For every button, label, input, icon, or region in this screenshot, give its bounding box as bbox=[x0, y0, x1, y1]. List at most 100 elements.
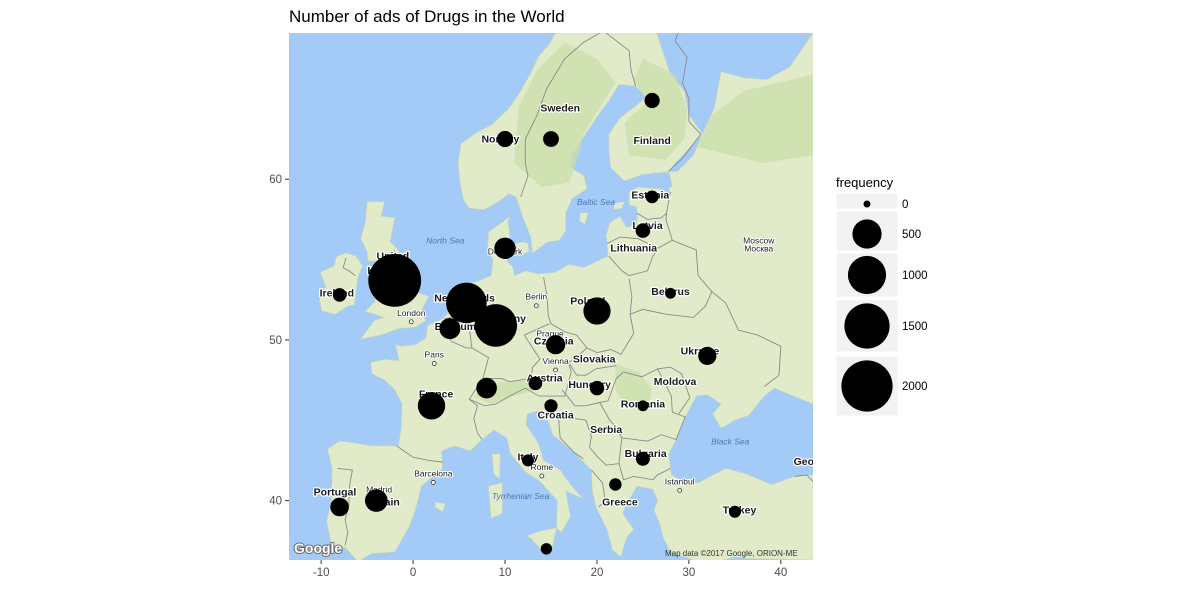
data-point bbox=[644, 92, 660, 109]
city-label: Paris bbox=[425, 350, 444, 360]
legend-entry: 0 bbox=[835, 192, 908, 211]
legend-entry: 1000 bbox=[835, 252, 928, 298]
data-point bbox=[476, 377, 497, 399]
data-point bbox=[417, 392, 446, 420]
city-label: Vienna bbox=[542, 356, 569, 366]
google-logo: Google bbox=[294, 540, 342, 556]
border-baltics bbox=[608, 192, 673, 277]
border-belarus bbox=[628, 239, 713, 318]
data-point bbox=[609, 478, 622, 491]
data-point bbox=[496, 130, 514, 148]
data-point bbox=[540, 543, 553, 555]
city-label: Москва bbox=[744, 244, 773, 254]
data-point bbox=[332, 288, 347, 302]
legend-symbol bbox=[847, 255, 887, 295]
data-point bbox=[637, 400, 649, 412]
data-point bbox=[665, 287, 676, 299]
city-label: Rome bbox=[530, 462, 553, 472]
data-point bbox=[544, 399, 558, 413]
city-marker bbox=[553, 367, 558, 373]
legend-entry: 1500 bbox=[835, 299, 928, 353]
country-label: Serbia bbox=[590, 424, 622, 436]
city-marker bbox=[431, 361, 437, 366]
border-czech-slovakia bbox=[568, 347, 588, 363]
border-russia-ukraine bbox=[711, 291, 782, 387]
border-finland-russia bbox=[668, 33, 702, 172]
data-point bbox=[698, 346, 717, 365]
city-marker bbox=[430, 480, 436, 485]
border-poland-west bbox=[543, 277, 635, 355]
border-greece-albania bbox=[591, 469, 606, 508]
gotland bbox=[579, 212, 589, 225]
data-point bbox=[368, 254, 422, 307]
country-label: Hungary bbox=[568, 379, 611, 391]
data-point bbox=[365, 489, 388, 512]
city-label: London bbox=[397, 308, 426, 318]
border-turkey-georgia bbox=[794, 474, 813, 482]
legend-label: 1000 bbox=[902, 270, 928, 282]
x-axis: -10 0 10 20 30 40 bbox=[313, 560, 787, 579]
country-label: Croatia bbox=[538, 410, 574, 422]
border-sweden-finland bbox=[605, 33, 637, 87]
border-swiss-italy-austria bbox=[469, 362, 617, 407]
city-label: Moscow bbox=[743, 235, 775, 245]
city-marker bbox=[533, 303, 539, 309]
border-estonia-latvia bbox=[636, 212, 668, 220]
border-spain-france bbox=[396, 445, 443, 463]
data-point bbox=[439, 318, 461, 340]
data-point bbox=[589, 380, 605, 396]
data-point bbox=[474, 304, 518, 347]
data-point bbox=[543, 131, 559, 147]
data-point bbox=[583, 297, 611, 325]
country-label: Geo bbox=[794, 456, 814, 468]
x-tick-label: -10 bbox=[313, 567, 330, 579]
data-point bbox=[645, 190, 659, 204]
data-point bbox=[528, 376, 543, 391]
carpathian-forest bbox=[615, 364, 653, 411]
border-ni-ireland bbox=[342, 257, 356, 276]
city-marker bbox=[677, 488, 683, 493]
city-marker bbox=[408, 319, 414, 325]
ireland bbox=[318, 252, 363, 315]
y-tick-label: 50 bbox=[269, 335, 282, 347]
country-label: Moldova bbox=[654, 376, 697, 388]
alps-forest bbox=[472, 380, 542, 405]
chart-title: Number of ads of Drugs in the World bbox=[289, 7, 565, 26]
data-point bbox=[635, 223, 651, 238]
legend-symbol bbox=[844, 303, 890, 349]
sardinia bbox=[488, 482, 503, 519]
data-point bbox=[522, 454, 534, 467]
legend-label: 2000 bbox=[902, 381, 928, 393]
country-label: Slovakia bbox=[573, 353, 616, 365]
x-tick-label: 0 bbox=[410, 567, 416, 579]
country-label: Sweden bbox=[540, 103, 580, 115]
data-point bbox=[635, 451, 650, 466]
sea-label: North Sea bbox=[426, 235, 465, 245]
x-tick-label: 40 bbox=[774, 567, 787, 579]
border-spain-portugal bbox=[337, 467, 353, 546]
border-bosnia bbox=[557, 416, 584, 460]
corsica bbox=[491, 453, 501, 479]
data-point bbox=[546, 335, 566, 355]
y-tick-label: 40 bbox=[269, 496, 282, 508]
data-point bbox=[728, 505, 741, 518]
legend-entry: 500 bbox=[835, 210, 921, 252]
city-label: Istanbul bbox=[665, 476, 695, 486]
y-tick-label: 60 bbox=[269, 174, 282, 186]
sea-label: Baltic Sea bbox=[577, 197, 616, 207]
border-bulgaria-serbia bbox=[618, 437, 623, 464]
country-label: Portugal bbox=[314, 487, 357, 499]
map-attribution: Map data ©2017 Google, ORION-ME bbox=[665, 549, 798, 558]
legend: frequency 0 500 1000 1500 2000 bbox=[835, 175, 928, 417]
legend-entry: 2000 bbox=[835, 355, 928, 417]
country-label: Finland bbox=[633, 135, 670, 147]
saaremaa bbox=[613, 201, 625, 211]
legend-symbol bbox=[841, 360, 893, 412]
city-label: Berlin bbox=[525, 292, 547, 302]
country-label: Greece bbox=[602, 496, 638, 508]
data-point bbox=[494, 237, 516, 259]
iceland-denmark-islands bbox=[512, 241, 530, 256]
data-point bbox=[446, 282, 487, 324]
border-norway-sweden bbox=[520, 33, 600, 198]
